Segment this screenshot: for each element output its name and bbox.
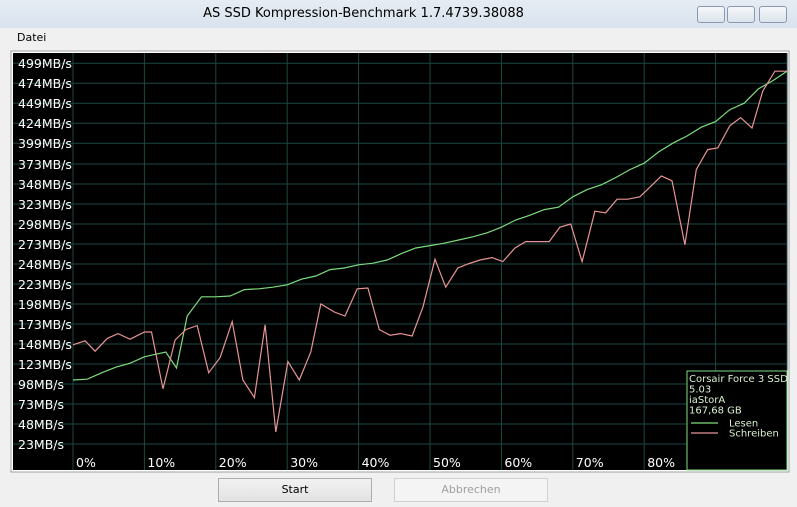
x-tick-label: 20%: [219, 455, 247, 470]
legend-box: [686, 370, 788, 471]
y-tick-label: 123MB/s: [18, 357, 72, 372]
legend-label: Schreiben: [729, 429, 779, 440]
y-tick-label: 348MB/s: [18, 177, 72, 192]
y-tick-label: 198MB/s: [18, 297, 72, 312]
cancel-button[interactable]: Abbrechen: [394, 478, 548, 502]
x-tick-label: 40%: [362, 455, 390, 470]
x-tick-label: 30%: [290, 455, 318, 470]
y-tick-label: 73MB/s: [18, 397, 64, 412]
y-tick-label: 373MB/s: [18, 157, 72, 172]
drive-info: 5.03: [689, 385, 711, 396]
drive-info: 167,68 GB: [689, 406, 742, 417]
x-tick-label: 80%: [647, 455, 675, 470]
y-tick-label: 474MB/s: [18, 76, 72, 91]
y-tick-label: 148MB/s: [18, 337, 72, 352]
y-tick-label: 449MB/s: [18, 96, 72, 111]
maximize-button[interactable]: [727, 6, 755, 23]
y-tick-label: 399MB/s: [18, 136, 72, 151]
y-tick-label: 223MB/s: [18, 277, 72, 292]
x-tick-label: 100%: [749, 455, 785, 470]
y-tick-label: 173MB/s: [18, 317, 72, 332]
close-button[interactable]: [759, 6, 787, 23]
start-button[interactable]: Start: [218, 478, 372, 502]
menu-item[interactable]: Datei: [17, 31, 47, 44]
y-tick-label: 499MB/s: [18, 56, 72, 71]
drive-info: Corsair Force 3 SSD: [689, 374, 788, 385]
x-tick-label: 70%: [576, 455, 604, 470]
window-title: AS SSD Kompression-Benchmark 1.7.4739.38…: [203, 6, 524, 21]
y-tick-label: 424MB/s: [18, 116, 72, 131]
plot-area: [13, 53, 787, 470]
title-bar: AS SSD Kompression-Benchmark 1.7.4739.38…: [0, 0, 797, 28]
y-tick-label: 48MB/s: [18, 417, 64, 432]
series-line: [72, 70, 788, 381]
chart-frame: [10, 50, 790, 473]
y-tick-label: 323MB/s: [18, 197, 72, 212]
legend-label: Lesen: [729, 419, 758, 430]
x-tick-label: 50%: [433, 455, 461, 470]
y-tick-label: 273MB/s: [18, 237, 72, 252]
y-tick-label: 98MB/s: [18, 377, 64, 392]
x-tick-label: 0%: [76, 455, 96, 470]
series-line: [72, 70, 787, 433]
x-tick-label: 10%: [147, 455, 175, 470]
drive-info: iaStorA: [689, 395, 725, 406]
y-tick-label: 23MB/s: [18, 437, 64, 452]
x-tick-label: 90%: [719, 455, 747, 470]
x-tick-label: 60%: [504, 455, 532, 470]
y-tick-label: 248MB/s: [18, 257, 72, 272]
minimize-button[interactable]: [697, 6, 725, 23]
y-tick-label: 298MB/s: [18, 217, 72, 232]
